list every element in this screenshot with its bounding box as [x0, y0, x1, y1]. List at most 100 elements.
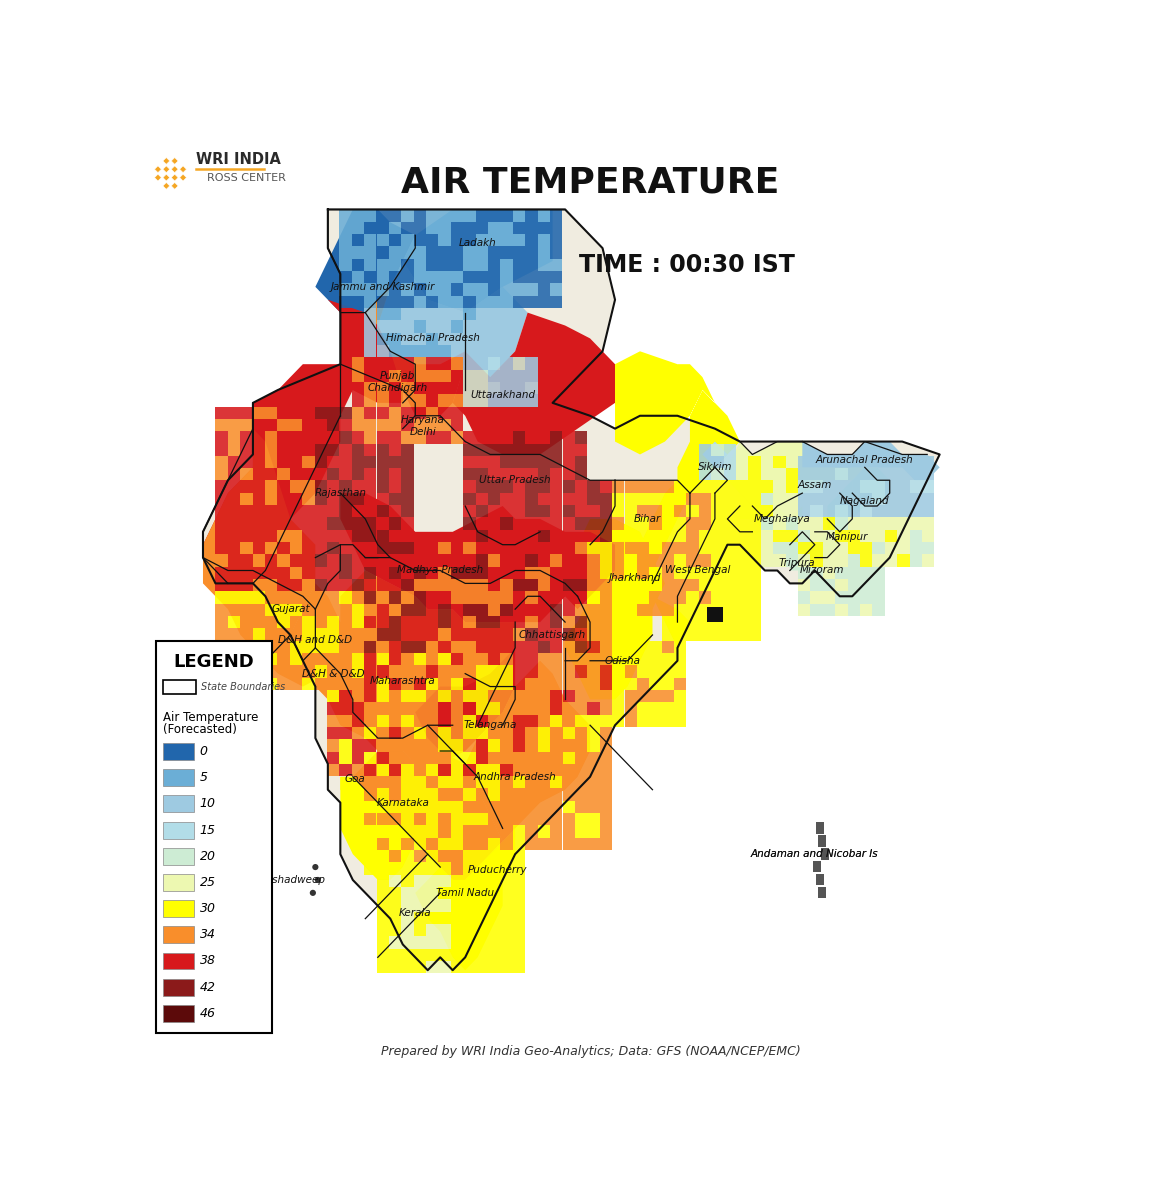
Bar — [377, 702, 389, 714]
Text: Mizoram: Mizoram — [799, 565, 844, 576]
Bar — [401, 616, 414, 629]
Bar — [661, 517, 674, 529]
Bar — [401, 444, 414, 456]
Bar — [463, 850, 476, 863]
Bar — [488, 604, 500, 616]
Bar — [401, 641, 414, 653]
Bar — [588, 690, 600, 702]
Bar — [823, 554, 835, 566]
Bar — [674, 529, 687, 542]
Bar — [351, 727, 364, 739]
Bar — [414, 739, 426, 751]
Bar — [612, 641, 624, 653]
Polygon shape — [566, 570, 652, 700]
Bar — [761, 542, 773, 554]
Bar — [488, 259, 500, 271]
Bar — [624, 580, 637, 592]
Bar — [340, 751, 351, 764]
Bar — [600, 641, 612, 653]
Bar — [351, 616, 364, 629]
Bar — [476, 332, 488, 344]
Bar — [488, 727, 500, 739]
Bar — [377, 566, 389, 580]
Bar — [426, 850, 439, 863]
Bar — [351, 604, 364, 616]
Bar — [414, 838, 426, 850]
Bar — [538, 259, 551, 271]
Bar — [327, 468, 340, 480]
Bar — [364, 665, 377, 678]
Bar — [798, 554, 811, 566]
Text: Goa: Goa — [344, 774, 365, 785]
Bar — [252, 505, 265, 517]
Bar — [327, 616, 340, 629]
Bar — [426, 580, 439, 592]
Text: Lakshadweep: Lakshadweep — [255, 875, 326, 884]
Bar — [687, 493, 699, 505]
Bar — [426, 641, 439, 653]
Bar — [351, 246, 364, 259]
Bar — [377, 259, 389, 271]
Bar — [426, 764, 439, 776]
Bar — [723, 554, 736, 566]
Bar — [600, 678, 612, 690]
Bar — [513, 283, 525, 295]
Bar — [488, 382, 500, 395]
Bar — [562, 665, 575, 678]
Bar — [414, 308, 426, 320]
Bar — [377, 554, 389, 566]
Bar — [861, 566, 872, 580]
Bar — [414, 641, 426, 653]
Bar — [364, 604, 377, 616]
Bar — [364, 529, 377, 542]
Bar — [575, 764, 588, 776]
Bar — [164, 743, 195, 760]
Bar — [265, 444, 278, 456]
Bar — [389, 444, 401, 456]
Bar — [252, 529, 265, 542]
Bar — [488, 641, 500, 653]
Bar — [476, 875, 488, 887]
Text: 30: 30 — [199, 902, 215, 916]
Bar — [364, 444, 377, 456]
Bar — [811, 604, 823, 616]
Bar — [525, 800, 538, 814]
Bar — [439, 246, 450, 259]
Bar — [426, 344, 439, 358]
Bar — [463, 739, 476, 751]
Bar — [500, 222, 513, 234]
Bar — [340, 456, 351, 468]
Bar — [450, 961, 463, 973]
Bar — [661, 641, 674, 653]
Bar — [674, 616, 687, 629]
Bar — [600, 665, 612, 678]
Bar — [265, 592, 278, 604]
Bar — [525, 210, 538, 222]
Bar — [476, 382, 488, 395]
Bar — [327, 419, 340, 431]
Bar — [538, 727, 551, 739]
Bar — [414, 246, 426, 259]
Bar — [551, 751, 562, 764]
Bar — [588, 800, 600, 814]
Bar — [463, 358, 476, 370]
Text: Karnataka: Karnataka — [377, 798, 430, 808]
Bar — [897, 505, 910, 517]
Bar — [500, 517, 513, 529]
Bar — [377, 665, 389, 678]
Text: D&H & D&D: D&H & D&D — [302, 668, 364, 679]
Bar — [414, 936, 426, 949]
Bar — [476, 542, 488, 554]
Bar — [624, 702, 637, 714]
Bar — [240, 629, 252, 641]
Bar — [637, 702, 650, 714]
Text: Tripura: Tripura — [779, 558, 816, 568]
Bar — [364, 542, 377, 554]
Bar — [500, 566, 513, 580]
Bar — [711, 444, 723, 456]
Bar — [513, 271, 525, 283]
Bar — [450, 395, 463, 407]
Bar — [818, 887, 826, 899]
Bar — [364, 751, 377, 764]
Bar — [463, 653, 476, 665]
